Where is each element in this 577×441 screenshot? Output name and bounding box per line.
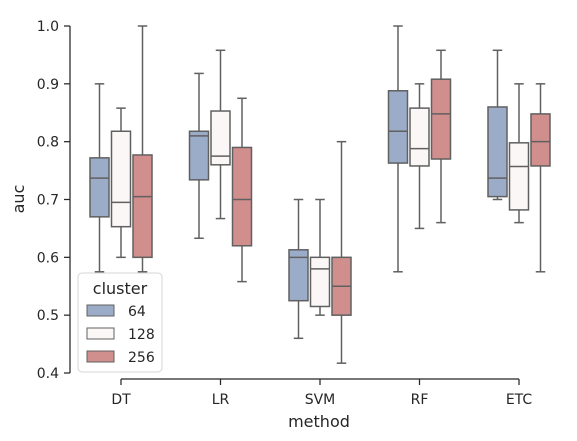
x-tick-label: SVM — [305, 392, 336, 408]
legend: cluster 64 128 256 — [77, 272, 163, 373]
box-svm-256 — [331, 140, 352, 364]
box-iqr — [188, 130, 210, 181]
box-iqr — [288, 249, 309, 302]
box-svm-64 — [288, 198, 309, 340]
box-iqr — [231, 146, 253, 247]
box-iqr — [487, 106, 508, 198]
x-tick-label: RF — [411, 392, 429, 408]
box-iqr — [210, 110, 231, 166]
box-iqr — [387, 90, 409, 164]
box-iqr — [530, 113, 551, 167]
box-etc-64 — [487, 49, 508, 201]
box-rf-256 — [430, 49, 452, 224]
y-tick-label: 0.6 — [37, 250, 59, 266]
y-tick-label: 0.9 — [37, 77, 59, 93]
box-svm-128 — [309, 198, 331, 316]
y-axis-label: auc — [9, 185, 28, 214]
box-etc-256 — [530, 83, 551, 273]
y-axis: 0.4 0.5 0.6 0.7 0.8 0.9 1.0 — [37, 19, 71, 382]
y-tick-label: 0.7 — [37, 193, 59, 209]
box-etc-128 — [508, 83, 530, 224]
legend-label-256: 256 — [128, 350, 155, 366]
box-iqr — [409, 107, 430, 167]
box-iqr — [110, 130, 132, 228]
y-tick-label: 0.8 — [37, 135, 59, 151]
box-iqr — [430, 78, 452, 160]
box-iqr — [508, 142, 530, 211]
box-iqr — [89, 157, 110, 218]
legend-frame — [77, 272, 163, 373]
x-tick-label: ETC — [506, 392, 533, 408]
box-dt-256 — [132, 25, 153, 273]
box-lr-256 — [231, 97, 253, 283]
y-tick-label: 0.4 — [37, 366, 59, 382]
box-iqr — [309, 256, 331, 308]
legend-label-64: 64 — [128, 304, 146, 320]
legend-title: cluster — [93, 279, 148, 298]
y-tick-label: 1.0 — [37, 19, 59, 35]
box-rf-64 — [387, 25, 409, 273]
x-tick-label: LR — [212, 392, 230, 408]
box-series — [89, 25, 551, 364]
legend-swatch-256 — [86, 350, 115, 363]
box-lr-64 — [188, 72, 210, 239]
x-axis-label: method — [288, 412, 350, 431]
box-iqr — [132, 154, 153, 259]
box-lr-128 — [210, 49, 231, 220]
x-tick-label: DT — [111, 392, 131, 408]
box-dt-64 — [89, 83, 110, 273]
y-tick-label: 0.5 — [37, 308, 59, 324]
box-dt-128 — [110, 107, 132, 259]
legend-swatch-128 — [86, 327, 115, 340]
x-axis: DT LR SVM RF ETC — [111, 378, 533, 408]
box-rf-128 — [409, 83, 430, 230]
legend-swatch-64 — [86, 304, 115, 317]
legend-label-128: 128 — [128, 327, 155, 343]
